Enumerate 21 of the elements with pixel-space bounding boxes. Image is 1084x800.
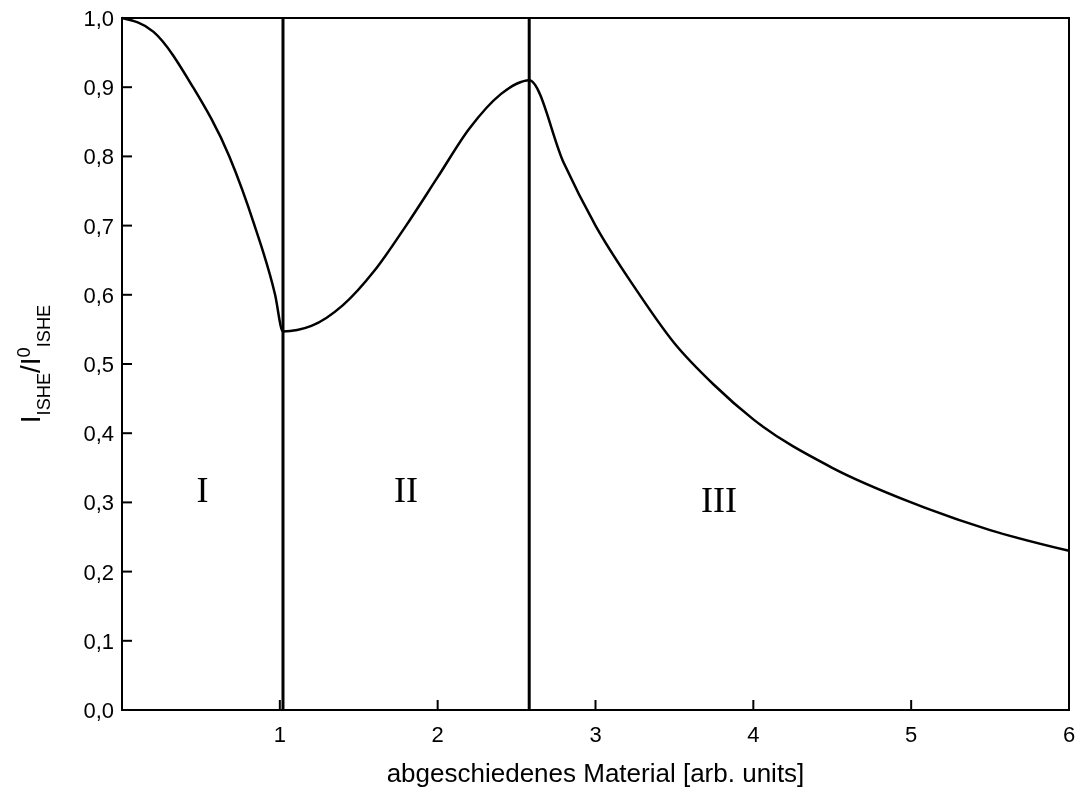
- y-tick-label: 0,5: [83, 352, 114, 377]
- y-tick-label: 1,0: [83, 6, 114, 31]
- x-tick-label: 2: [431, 722, 444, 747]
- x-tick-label: 5: [905, 722, 918, 747]
- x-tick-label: 4: [747, 722, 760, 747]
- annotation: II: [394, 470, 419, 511]
- y-tick-label: 0,9: [83, 75, 114, 101]
- annotation: I: [196, 470, 209, 511]
- y-tick-label: 0,0: [83, 698, 114, 723]
- annotation: III: [701, 480, 738, 521]
- x-tick-label: 3: [589, 722, 602, 747]
- y-tick-label: 0,2: [83, 559, 114, 585]
- x-axis-title: abgeschiedenes Material [arb. units]: [386, 758, 805, 788]
- x-tick-label: 6: [1062, 722, 1076, 747]
- y-tick-label: 0,6: [83, 282, 114, 308]
- y-tick-label: 0,4: [83, 421, 114, 447]
- y-tick-label: 0,1: [83, 628, 114, 654]
- x-tick-label: 1: [273, 722, 286, 747]
- y-tick-label: 0,8: [83, 144, 114, 170]
- y-tick-label: 0,7: [83, 213, 114, 239]
- y-tick-label: 0,3: [83, 490, 114, 516]
